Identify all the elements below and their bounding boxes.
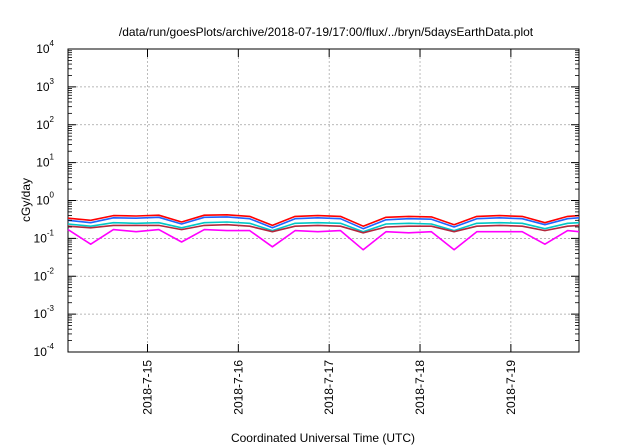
series-line-3 — [67, 221, 580, 233]
y-tick-label: 10-4 — [34, 342, 55, 359]
x-axis: 2018-7-15 2018-7-16 2018-7-17 2018-7-18 2018… — [140, 49, 518, 415]
y-tick-label: 10-3 — [34, 304, 55, 321]
x-tick-label: 2018-7-16 — [231, 360, 245, 415]
y-tick-label: 10-1 — [34, 228, 55, 245]
x-tick-label: 2018-7-15 — [140, 360, 154, 415]
series-line-4 — [67, 223, 580, 234]
grid — [68, 49, 579, 352]
y-tick-label: 10-2 — [34, 266, 55, 283]
y-axis-label: cGy/day — [19, 178, 33, 222]
y-tick-label: 104 — [36, 39, 54, 56]
x-tick-label: 2018-7-17 — [322, 360, 336, 415]
y-tick-label: 100 — [36, 191, 54, 208]
x-axis-label: Coordinated Universal Time (UTC) — [231, 431, 415, 445]
x-tick-label: 2018-7-18 — [413, 360, 427, 415]
y-tick-label: 101 — [36, 153, 54, 170]
y-tick-label: 102 — [36, 115, 54, 132]
series-line-1 — [67, 214, 580, 227]
y-tick-label: 103 — [36, 77, 54, 94]
chart-title: /data/run/goesPlots/archive/2018-07-19/1… — [119, 25, 534, 39]
series-line-5 — [67, 228, 580, 251]
series-group — [67, 214, 580, 251]
series-line-2 — [67, 216, 580, 230]
x-tick-label: 2018-7-19 — [504, 360, 518, 415]
y-axis: 10-4 10-3 10-2 10-1 100 101 102 103 104 — [34, 39, 579, 359]
